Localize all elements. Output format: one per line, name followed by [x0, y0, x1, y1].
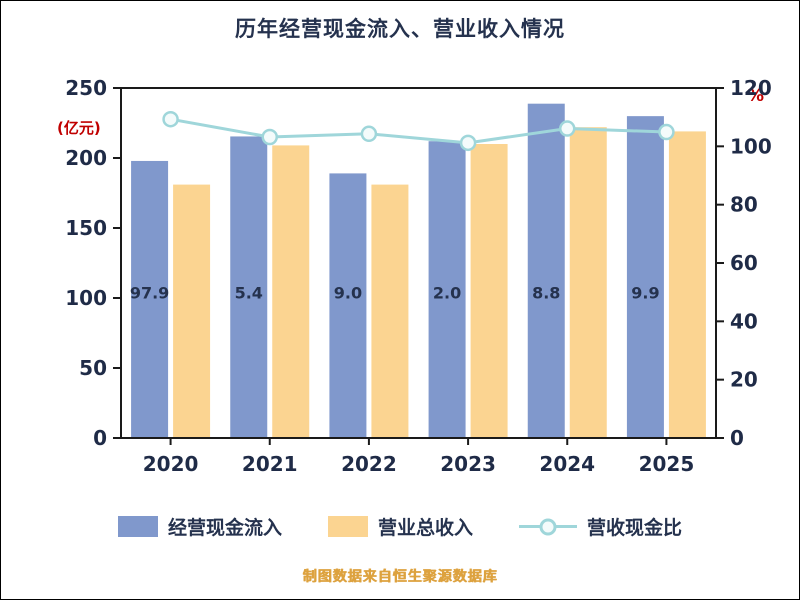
left-tick-label: 200 [65, 146, 107, 170]
bar-value-label: 2.0 [433, 283, 461, 302]
right-tick-label: 0 [730, 426, 744, 450]
x-tick-label: 2021 [242, 452, 298, 476]
ratio-line-marker [162, 110, 179, 128]
ratio-line-marker [360, 125, 378, 143]
bar-cash-inflow [131, 160, 169, 438]
legend-label-revenue: 营业总收入 [377, 517, 473, 539]
bar-cash-inflow [527, 103, 565, 439]
bar-cash-inflow [428, 141, 466, 438]
legend-item-ratio: 营收现金比 [519, 513, 682, 540]
bar-revenue [173, 184, 211, 438]
right-tick-label: 120 [730, 76, 772, 100]
right-tick-label: 20 [730, 368, 758, 392]
left-tick-label: 250 [65, 76, 107, 100]
ratio-line-sample [519, 518, 577, 536]
bar-cash-inflow [230, 136, 268, 438]
bar-revenue [668, 131, 706, 438]
bar-revenue [371, 184, 409, 438]
ratio-line-marker [261, 128, 278, 146]
ratio-line-marker [459, 134, 477, 152]
data-source-note: 制图数据来自恒生聚源数据库 [302, 569, 498, 585]
left-tick-label: 100 [65, 286, 107, 310]
bar-revenue [470, 144, 508, 438]
legend: 经营现金流入 营业总收入 营收现金比 [1, 513, 799, 540]
ratio-marker-icon [539, 518, 557, 535]
cash-inflow-swatch [117, 516, 158, 537]
bar-revenue [272, 145, 310, 438]
x-tick-label: 2024 [539, 452, 595, 476]
x-tick-label: 2023 [440, 452, 496, 476]
right-tick-label: 40 [730, 309, 758, 333]
right-tick-label: 80 [730, 193, 758, 217]
legend-item-revenue: 营业总收入 [327, 513, 473, 540]
bar-revenue [569, 127, 607, 438]
ratio-line-marker [559, 120, 576, 137]
bar-value-label: 8.8 [532, 283, 560, 302]
left-tick-label: 50 [79, 356, 107, 380]
ratio-line [170, 117, 667, 145]
right-tick-label: 60 [730, 251, 758, 275]
legend-label-ratio: 营收现金比 [587, 517, 683, 539]
x-tick-label: 2022 [341, 452, 397, 476]
right-tick-label: 100 [730, 134, 772, 158]
bar-value-label: 5.4 [235, 283, 263, 302]
chart-title: 历年经营现金流入、营业收入情况 [235, 17, 565, 41]
bar-cash-inflow [626, 116, 664, 438]
x-tick-label: 2020 [143, 452, 199, 476]
left-tick-label: 150 [65, 216, 107, 240]
right-axis-unit: % [747, 86, 765, 106]
bar-value-label: 9.9 [631, 283, 659, 302]
left-axis-unit: (亿元) [57, 119, 101, 137]
ratio-line-marker [658, 123, 675, 141]
bar-cash-inflow [329, 173, 367, 438]
x-tick-label: 2025 [639, 452, 695, 476]
plot-frame [120, 87, 717, 439]
legend-item-cash-inflow: 经营现金流入 [117, 513, 282, 540]
left-tick-label: 0 [93, 426, 107, 450]
bar-value-label: 97.9 [130, 283, 169, 302]
legend-label-cash-inflow: 经营现金流入 [167, 517, 282, 539]
bar-value-label: 9.0 [334, 283, 362, 302]
revenue-swatch [327, 516, 368, 537]
